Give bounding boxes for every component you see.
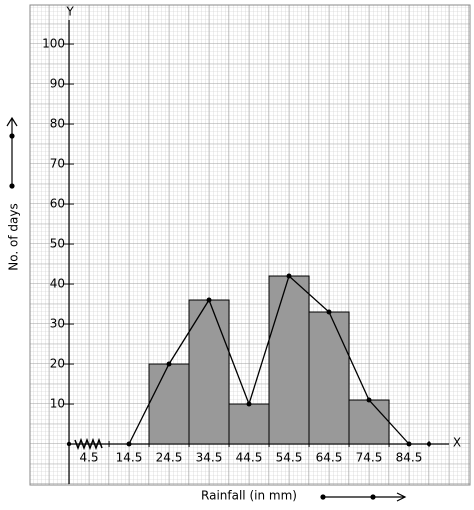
frequency-polygon: [128, 274, 410, 445]
x-tick-label: 14.5: [116, 451, 143, 465]
y-tick-label: 50: [50, 237, 65, 251]
polygon-point: [366, 397, 372, 403]
bar: [308, 311, 350, 445]
x-tick-label: 84.5: [396, 451, 423, 465]
y-axis-label: No. of days: [7, 203, 21, 270]
x-tick-label: 4.5: [79, 451, 98, 465]
polygon-point: [246, 401, 252, 407]
x-tick-label: 44.5: [236, 451, 263, 465]
bar: [228, 403, 270, 445]
y-tick-label: 20: [50, 357, 65, 371]
polygon-point: [206, 297, 212, 303]
polygon-point: [326, 309, 332, 315]
y-tick-label: 100: [42, 37, 65, 51]
y-tick-label: 40: [50, 277, 65, 291]
y-tick-label: 80: [50, 117, 65, 131]
y-axis-name: Y: [65, 5, 74, 19]
polygon-point: [166, 361, 172, 367]
bar: [148, 363, 190, 445]
polygon-point: [286, 273, 292, 279]
x-tick-label: 74.5: [356, 451, 383, 465]
y-tick-label: 70: [50, 157, 65, 171]
origin: [66, 441, 72, 447]
x-tick-label: 54.5: [276, 451, 303, 465]
x-end-point: [426, 441, 432, 447]
x-tick-label: 64.5: [316, 451, 343, 465]
polygon-point: [126, 441, 132, 447]
y-tick-label: 10: [50, 397, 65, 411]
y-tick-label: 90: [50, 77, 65, 91]
bar: [268, 275, 310, 445]
arrows: [6, 116, 407, 502]
x-tick-label: 24.5: [156, 451, 183, 465]
x-axis-name: X: [453, 436, 461, 450]
polygon-point: [406, 441, 412, 447]
y-tick-label: 60: [50, 197, 65, 211]
bar: [348, 399, 390, 445]
x-tick-label: 34.5: [196, 451, 223, 465]
y-tick-label: 30: [50, 317, 65, 331]
x-axis-label: Rainfall (in mm): [201, 489, 297, 503]
